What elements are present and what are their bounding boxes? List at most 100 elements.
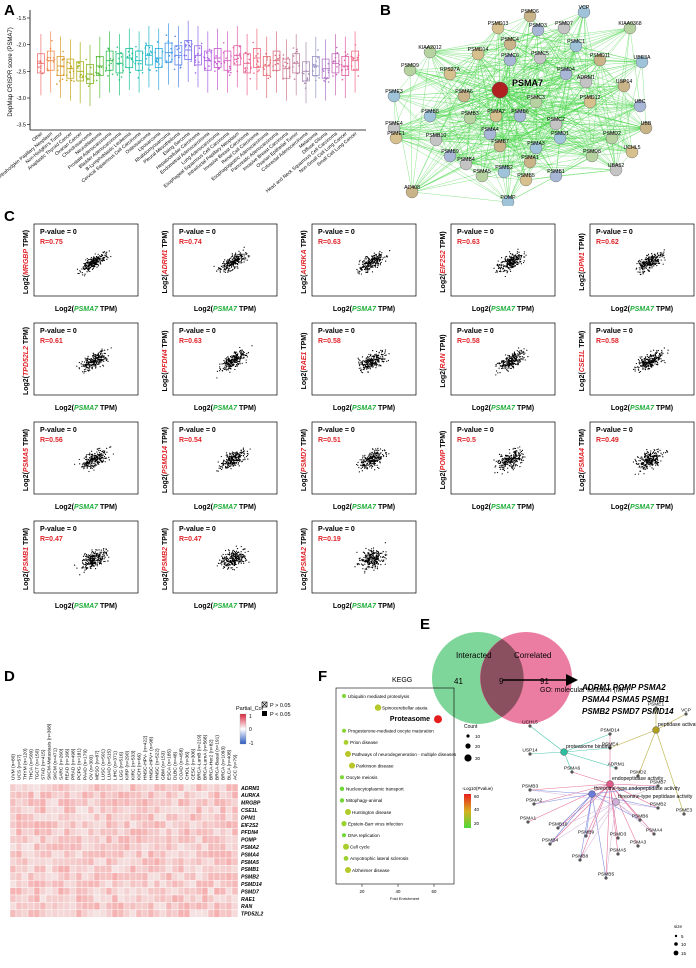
heatmap-cell [129, 820, 137, 829]
heatmap-cell [105, 850, 113, 859]
heatmap-cell [207, 828, 215, 836]
heatmap-cell [201, 865, 209, 873]
heatmap-cell [231, 783, 239, 792]
kegg-term: Mitophagy-animal [346, 798, 382, 803]
heatmap-cell [129, 828, 137, 836]
heatmap-cell [21, 879, 29, 888]
kegg-dot [343, 856, 349, 861]
heatmap-cell [57, 850, 65, 859]
heatmap-cell [99, 909, 107, 918]
heatmap-cell [189, 865, 197, 873]
kegg-term: Cell cycle [350, 845, 370, 850]
scatter-ylabel: Log2(EIF2S2 TPM) [440, 231, 447, 292]
heatmap-cell [123, 820, 131, 829]
svg-text:PSMA2: PSMA2 [487, 109, 505, 115]
heatmap-cell [183, 850, 191, 859]
heatmap-cell [105, 791, 113, 800]
heatmap-cell [87, 857, 95, 866]
heatmap-cell [141, 791, 149, 800]
heatmap-cell [189, 902, 197, 910]
svg-text:PSMA1: PSMA1 [521, 155, 539, 161]
heatmap-cell [87, 798, 95, 807]
heatmap-cell [213, 872, 221, 881]
heatmap-cell [195, 894, 203, 903]
heatmap-cell [219, 783, 227, 792]
heatmap-cell [231, 798, 239, 807]
heatmap-cell [231, 902, 239, 910]
heatmap-col-label: LGG (n=516) [119, 751, 125, 780]
heatmap-cell [129, 835, 137, 844]
legend-title-partial-cor: Partial_Cor [236, 706, 264, 712]
heatmap-cell [135, 791, 143, 800]
box-17 [203, 31, 213, 93]
heatmap-cell [57, 894, 65, 903]
kegg-term: Pathways of neurodegeneration - multiple… [352, 752, 457, 757]
heatmap-cell [33, 813, 41, 822]
network-node: PSMD2 [603, 131, 621, 145]
scatter-r: R=0.49 [596, 437, 619, 444]
go-gene-node: PSME1 [648, 702, 664, 710]
heatmap-cell [39, 850, 47, 859]
heatmap-cell [147, 894, 155, 903]
scatter-plot: Log2(DPM1 TPM) Log2(PSMA7 TPM) P-value = 0… [579, 223, 695, 313]
box-14 [173, 26, 183, 88]
heatmap-cell [201, 783, 209, 792]
heatmap-col-label: SKCM (n=471) [53, 748, 59, 780]
heatmap-cell [105, 842, 113, 851]
heatmap-cell [69, 783, 77, 792]
box-11 [144, 26, 153, 88]
go-gene-node: PSMA2 [526, 798, 542, 806]
scatter-xlabel: Log2(PSMA7 TPM) [333, 405, 395, 412]
heatmap-cell [123, 798, 131, 807]
heatmap-cell [165, 894, 173, 903]
heatmap-cell [105, 879, 113, 888]
scatter-plot: Log2(AURKA TPM) Log2(PSMA7 TPM) P-value = … [301, 223, 417, 313]
box-27 [301, 42, 310, 104]
scatter-xlabel: Log2(PSMA7 TPM) [194, 504, 256, 511]
heatmap-cell [87, 865, 95, 873]
heatmap-cell [189, 820, 197, 829]
heatmap-cell [9, 887, 17, 896]
heatmap-cell [165, 783, 173, 792]
heatmap-cell [225, 791, 233, 800]
scatter-r: R=0.58 [457, 338, 480, 345]
heatmap-cell [99, 887, 107, 896]
heatmap-cell [57, 902, 65, 910]
go-gene-node: PSMA6 [564, 766, 580, 774]
heatmap-cell [165, 872, 173, 881]
heatmap-cell [33, 850, 41, 859]
heatmap-col-label: PAAD (n=179) [83, 749, 89, 780]
heatmap-cell [225, 872, 233, 881]
heatmap-cell [159, 909, 167, 918]
heatmap-cell [129, 909, 137, 918]
network-node: VCP [577, 5, 591, 19]
heatmap-cell [63, 879, 71, 888]
heatmap-cell [117, 872, 125, 881]
heatmap-cell [57, 783, 65, 792]
scatter-ylabel: Log2(PSMD7 TPM) [301, 429, 308, 491]
heatmap-cell [63, 813, 71, 822]
scatter-r: R=0.51 [318, 437, 341, 444]
venn-label-interacted: Interacted [456, 651, 492, 660]
heatmap-cell [93, 857, 101, 866]
svg-text:PSMA5: PSMA5 [473, 169, 491, 175]
heatmap-cell [33, 879, 41, 888]
heatmap-cell [153, 805, 161, 814]
scatter-r: R=0.63 [457, 239, 480, 246]
heatmap-cell [99, 842, 107, 851]
scatter-plot: Log2(ADRM1 TPM) Log2(PSMA7 TPM) P-value = … [162, 223, 278, 313]
heatmap-cell [177, 805, 185, 814]
heatmap-cell [141, 857, 149, 866]
network-node: PSMA4 [481, 127, 499, 141]
scatter-plot: Log2(PSMB1 TPM) Log2(PSMA7 TPM) P-value = … [23, 520, 139, 610]
heatmap-cell [201, 902, 209, 910]
heatmap-cell [105, 857, 113, 866]
heatmap-cell [225, 857, 233, 866]
box-26 [292, 34, 301, 96]
heatmap-cell [135, 783, 143, 792]
heatmap-cell [195, 857, 203, 866]
heatmap-cell [105, 798, 113, 807]
heatmap-cell [15, 879, 23, 888]
heatmap-col-label: THCA (n=509) [29, 749, 35, 780]
heatmap-cell [87, 783, 95, 792]
